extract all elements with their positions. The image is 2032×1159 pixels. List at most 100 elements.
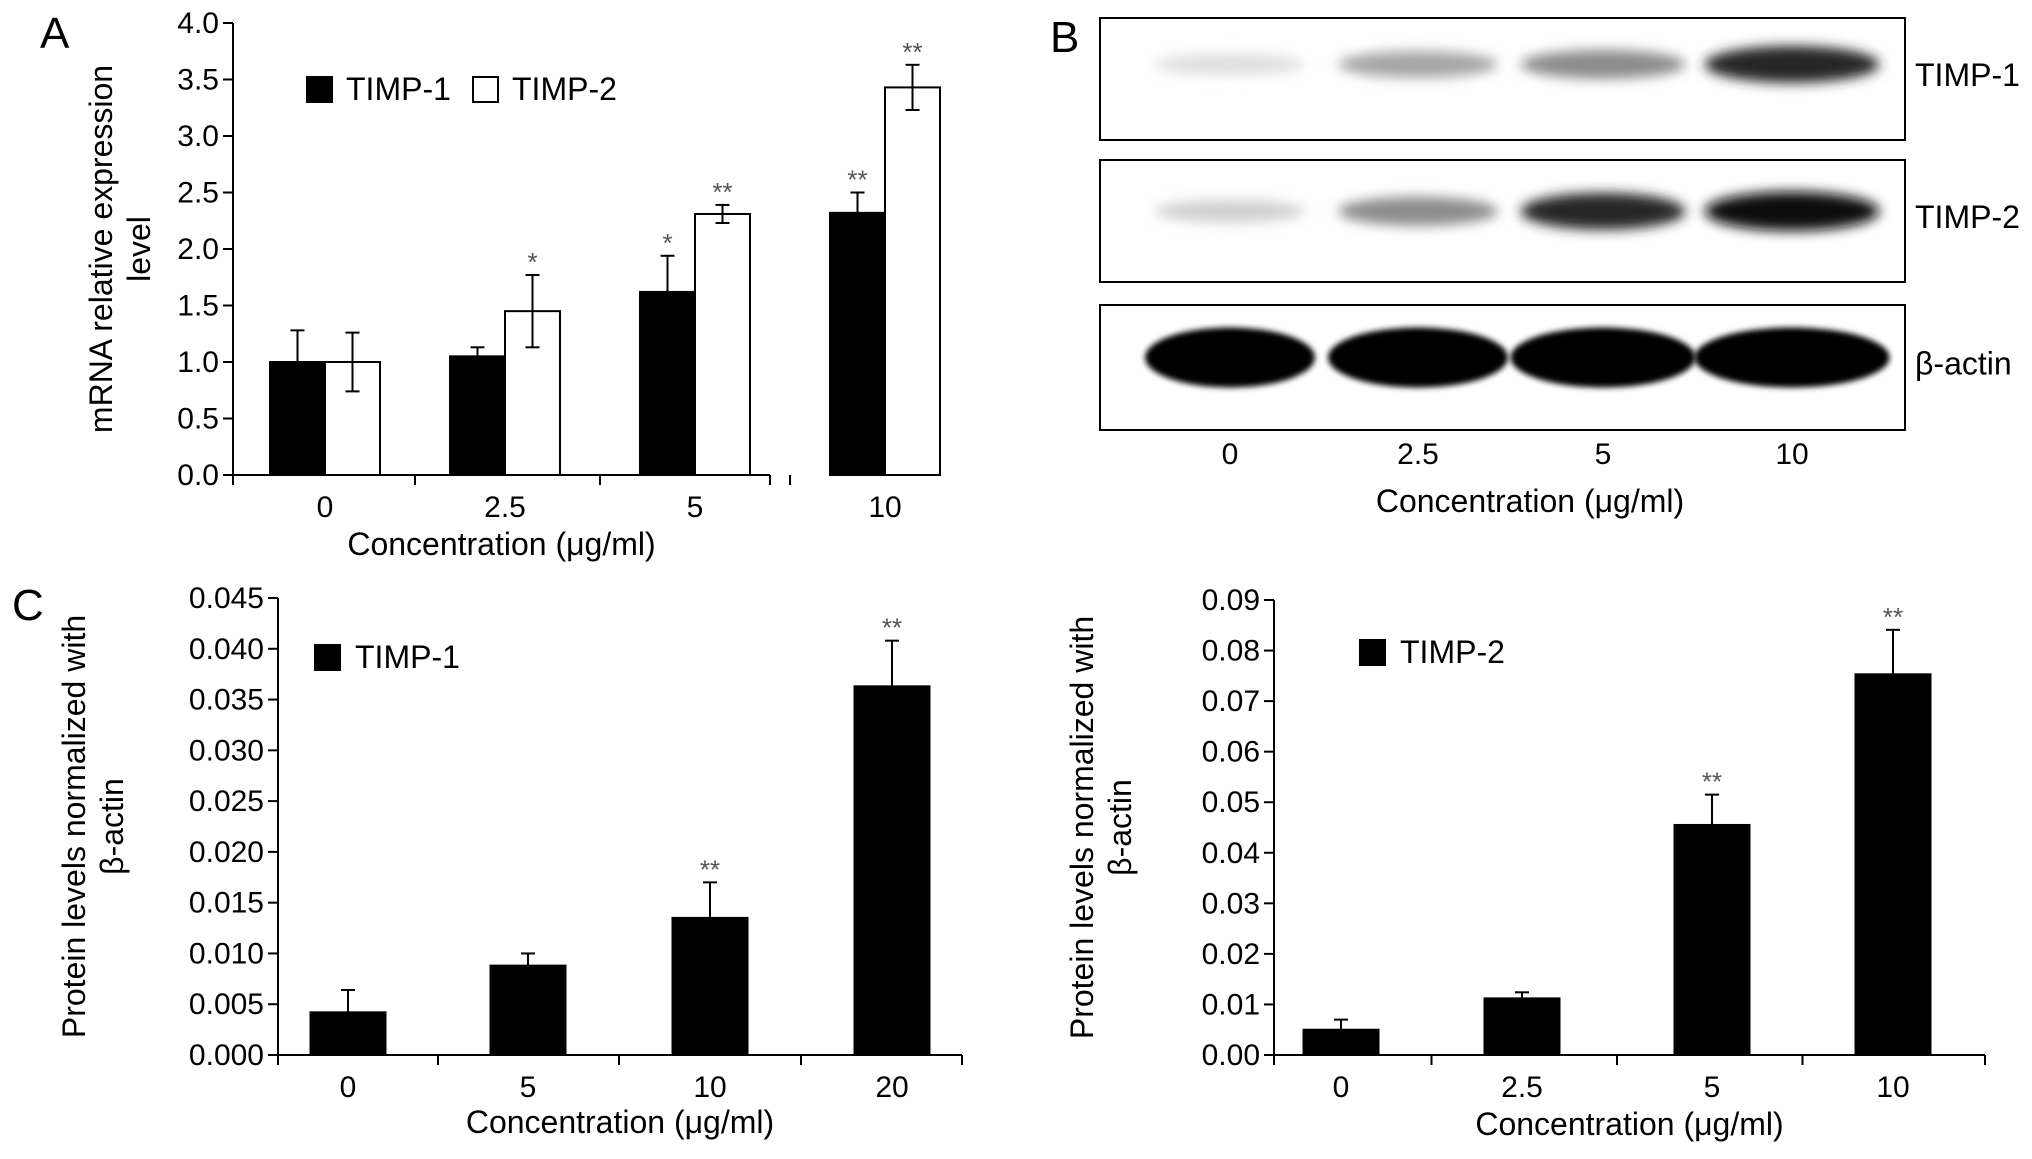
- chart2-y-axis-title: Protein levels normalized withβ-actin: [1064, 616, 1138, 1039]
- chart2-ytick-label: 0.08: [1202, 635, 1260, 668]
- chart1-xtick-label: 10: [693, 1071, 726, 1104]
- chart2-significance-mark: **: [1702, 767, 1722, 797]
- chart0-xtick-label: 2.5: [484, 491, 526, 524]
- chart2-bar-timp-2-1: [1483, 997, 1561, 1057]
- chart1-significance-mark: **: [700, 854, 720, 884]
- chart0-xtick-label: 10: [868, 491, 901, 524]
- chart2-ytick-label: 0.01: [1202, 988, 1260, 1021]
- blot-band: [1155, 53, 1305, 76]
- blot-row-label: β-actin: [1915, 346, 2012, 382]
- chart2-ytick-label: 0.09: [1202, 584, 1260, 617]
- chart0-bar-timp-1-3: [829, 211, 886, 476]
- blot-band: [1145, 327, 1315, 388]
- chart2-ytick-label: 0.00: [1202, 1039, 1260, 1072]
- chart2-ytick-label: 0.04: [1202, 837, 1260, 870]
- panel-letter-b: B: [1050, 13, 1079, 62]
- chart1-bar-timp-1-3: [853, 685, 931, 1056]
- chart2-legend-swatch: [1359, 639, 1386, 666]
- chart2-legend-label: TIMP-2: [1400, 634, 1505, 670]
- blot-band: [1704, 45, 1880, 83]
- chart1-ytick-label: 0.015: [189, 887, 264, 920]
- chart0-xtick-label: 0: [317, 491, 334, 524]
- chart1-ytick-label: 0.020: [189, 836, 264, 869]
- blot-band: [1338, 50, 1498, 78]
- chart1-x-axis-title: Concentration (μg/ml): [466, 1104, 774, 1140]
- blot-x-axis-title: Concentration (μg/ml): [1376, 483, 1684, 519]
- chart0-legend-label: TIMP-2: [512, 71, 617, 107]
- chart0-ytick-label: 2.5: [177, 177, 219, 210]
- chart0-y-axis-title-line: level: [121, 216, 157, 282]
- chart0-ytick-label: 1.5: [177, 290, 219, 323]
- chart1-ytick-label: 0.030: [189, 734, 264, 767]
- chart2-bar-timp-2-2: [1673, 823, 1751, 1056]
- chart1-ytick-label: 0.005: [189, 988, 264, 1021]
- chart2-y-axis-title-line: Protein levels normalized with: [1064, 616, 1100, 1039]
- chart-c-timp1: 0.000 0.005 0.010 0.015 0.020 0.025 0.030 0.035…: [56, 582, 963, 1140]
- blot-band: [1155, 199, 1305, 224]
- chart1-xtick-label: 20: [875, 1071, 908, 1104]
- chart2-xtick-label: 0: [1333, 1071, 1350, 1104]
- chart1-bar-timp-1-1: [489, 964, 567, 1056]
- blot-band: [1520, 192, 1686, 230]
- chart1-significance-mark: **: [882, 613, 902, 643]
- chart2-ytick-label: 0.07: [1202, 685, 1260, 718]
- chart2-bar-timp-2-3: [1854, 673, 1932, 1056]
- blot-band: [1328, 327, 1508, 388]
- chart1-ytick-label: 0.045: [189, 582, 264, 615]
- chart1-ytick-label: 0.025: [189, 785, 264, 818]
- chart-c-timp2: 0.00 0.01 0.02 0.03 0.04 0.05 0.06 0.07 0.08 0.09…: [1064, 584, 1986, 1142]
- chart0-ytick-label: 1.0: [177, 346, 219, 379]
- chart0-bar-timp-1-0: [269, 361, 326, 476]
- chart2-xtick-label: 2.5: [1501, 1071, 1543, 1104]
- chart-a-mrna: 0.00.51.01.52.02.53.03.54.00 2.5 5 10******…: [83, 7, 941, 562]
- blot-lane-label: 5: [1595, 438, 1612, 471]
- chart1-y-axis-title: Protein levels normalized withβ-actin: [56, 615, 130, 1038]
- chart0-x-axis-title: Concentration (μg/ml): [347, 526, 655, 562]
- blot-row-label: TIMP-1: [1915, 57, 2020, 93]
- blot-band: [1510, 327, 1696, 388]
- chart1-legend-label: TIMP-1: [355, 639, 460, 675]
- chart0-legend-label: TIMP-1: [346, 71, 451, 107]
- chart0-ytick-label: 4.0: [177, 7, 219, 40]
- blot-row-label: TIMP-2: [1915, 199, 2020, 235]
- chart2-ytick-label: 0.05: [1202, 786, 1260, 819]
- chart1-ytick-label: 0.010: [189, 937, 264, 970]
- chart1-ytick-label: 0.040: [189, 633, 264, 666]
- panel-letter-c: C: [12, 581, 44, 630]
- chart2-xtick-label: 5: [1704, 1071, 1721, 1104]
- chart0-ytick-label: 0.0: [177, 459, 219, 492]
- blot-lane-label: 0: [1222, 438, 1239, 471]
- chart0-ytick-label: 3.0: [177, 120, 219, 153]
- chart0-significance-mark: **: [902, 37, 922, 67]
- chart2-x-axis-title: Concentration (μg/ml): [1475, 1106, 1783, 1142]
- chart1-legend-swatch: [314, 644, 341, 671]
- chart0-significance-mark: *: [662, 228, 672, 258]
- chart1-xtick-label: 5: [520, 1071, 537, 1104]
- chart0-ytick-label: 0.5: [177, 403, 219, 436]
- chart0-y-axis-title: mRNA relative expressionlevel: [83, 65, 157, 433]
- chart0-xtick-label: 5: [687, 491, 704, 524]
- blot-band: [1338, 196, 1498, 226]
- chart1-y-axis-title-line: β-actin: [94, 778, 130, 875]
- chart1-y-axis-title-line: Protein levels normalized with: [56, 615, 92, 1038]
- blot-lane-label: 2.5: [1397, 438, 1439, 471]
- chart0-legend-swatch: [306, 76, 333, 103]
- chart0-significance-mark: **: [847, 165, 867, 195]
- chart1-xtick-label: 0: [340, 1071, 357, 1104]
- chart2-ytick-label: 0.02: [1202, 938, 1260, 971]
- chart2-significance-mark: **: [1883, 602, 1903, 632]
- chart2-ytick-label: 0.06: [1202, 736, 1260, 769]
- chart2-y-axis-title-line: β-actin: [1102, 779, 1138, 876]
- chart0-significance-mark: **: [712, 177, 732, 207]
- blot-band: [1704, 191, 1880, 231]
- blot-band: [1694, 327, 1890, 388]
- chart2-xtick-label: 10: [1876, 1071, 1909, 1104]
- chart0-legend-swatch: [472, 76, 499, 103]
- blot-band: [1520, 49, 1686, 79]
- chart1-ytick-label: 0.000: [189, 1039, 264, 1072]
- chart0-bar-timp-1-1: [449, 355, 506, 477]
- chart0-y-axis-title-line: mRNA relative expression: [83, 65, 119, 433]
- western-blot: TIMP-1 TIMP-2 β-actin 0 2.5 5 10 Concentration …: [1099, 17, 2020, 519]
- chart0-ytick-label: 2.0: [177, 233, 219, 266]
